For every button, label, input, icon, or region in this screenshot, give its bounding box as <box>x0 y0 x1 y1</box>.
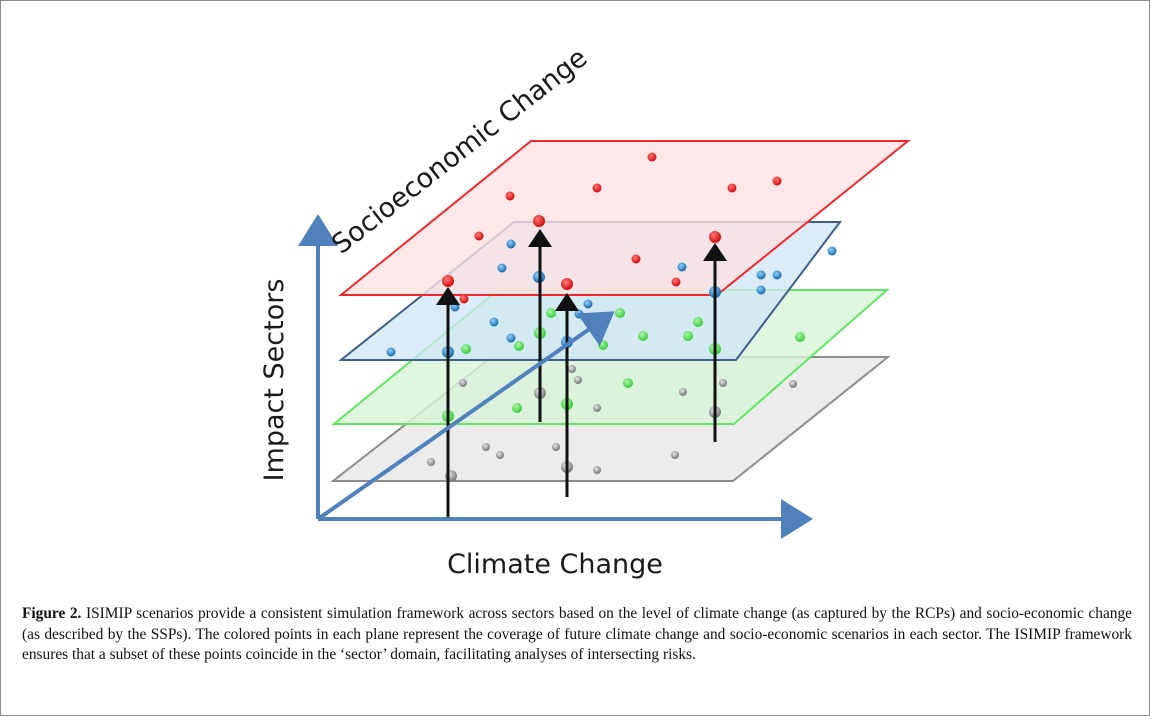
red-point <box>592 183 602 193</box>
caption-label: Figure 2. <box>22 605 82 622</box>
red-point <box>533 215 545 227</box>
blue-point <box>497 263 507 273</box>
red-plane <box>338 140 911 296</box>
blue-point <box>827 246 837 256</box>
red-plane-points <box>442 152 782 304</box>
gray-point <box>671 451 679 459</box>
red-point <box>442 275 454 287</box>
gray-point <box>789 380 797 388</box>
red-point <box>505 191 515 201</box>
red-point <box>727 183 737 193</box>
blue-point <box>583 299 593 309</box>
blue-point <box>489 317 499 327</box>
gray-point <box>459 379 467 387</box>
red-point <box>631 254 641 264</box>
green-point <box>514 341 524 351</box>
green-point <box>598 340 608 350</box>
green-point <box>546 308 556 318</box>
blue-point <box>506 239 516 249</box>
isimip-diagram: Climate Change Impact Sectors Socioecono… <box>259 42 911 580</box>
x-axis-label: Climate Change <box>447 549 663 580</box>
blue-point <box>506 333 516 343</box>
gray-plane-points <box>427 365 797 482</box>
blue-point <box>386 347 396 357</box>
connector-arrows <box>436 229 727 520</box>
blue-point <box>756 270 766 280</box>
y-axis-label: Impact Sectors <box>259 279 290 482</box>
gray-point <box>568 365 576 373</box>
gray-point <box>679 388 687 396</box>
green-point <box>512 403 522 413</box>
red-point <box>561 278 573 290</box>
red-point <box>671 277 681 287</box>
red-point <box>772 176 782 186</box>
gray-point <box>574 376 582 384</box>
red-point <box>459 294 469 304</box>
blue-point <box>756 285 766 295</box>
green-point <box>623 378 633 388</box>
figure-caption: Figure 2. ISIMIP scenarios provide a con… <box>22 604 1132 666</box>
red-point <box>474 231 484 241</box>
gray-point <box>593 466 601 474</box>
green-point <box>638 331 648 341</box>
green-point <box>461 344 471 354</box>
z-axis-arrow <box>316 311 615 521</box>
gray-point <box>482 443 490 451</box>
green-point <box>615 308 625 318</box>
green-point <box>795 332 805 342</box>
green-point <box>693 317 703 327</box>
red-point <box>709 231 721 243</box>
gray-point <box>427 458 435 466</box>
gray-point <box>496 451 504 459</box>
green-point <box>683 331 693 341</box>
red-point <box>647 152 657 162</box>
blue-point <box>772 270 782 280</box>
blue-point <box>450 302 460 312</box>
gray-point <box>593 404 601 412</box>
axes <box>298 214 813 539</box>
caption-text: ISIMIP scenarios provide a consistent si… <box>22 605 1132 663</box>
gray-point <box>552 443 560 451</box>
blue-point <box>574 309 584 319</box>
blue-point <box>677 262 687 272</box>
gray-point <box>719 379 727 387</box>
